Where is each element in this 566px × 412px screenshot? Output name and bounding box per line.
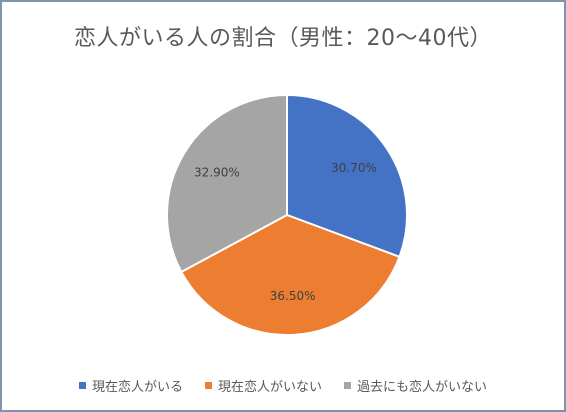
chart-title: 恋人がいる人の割合（男性：20〜40代） — [74, 26, 492, 51]
legend: 現在恋人がいる 現在恋人がいない 過去にも恋人がいない — [2, 376, 564, 395]
legend-label-3: 過去にも恋人がいない — [357, 380, 488, 395]
pie-slice-1 — [286, 93, 408, 259]
data-label-3: 32.90% — [194, 166, 240, 180]
legend-item-2: 現在恋人がいない — [204, 376, 322, 395]
data-label-2: 36.50% — [270, 289, 316, 303]
pie-chart: 30.70% 36.50% 32.90% — [166, 93, 408, 336]
pie-slice-3 — [166, 93, 288, 274]
legend-label-1: 現在恋人がいる — [91, 380, 183, 395]
legend-swatch-2 — [204, 382, 212, 389]
legend-label-2: 現在恋人がいない — [217, 380, 322, 395]
legend-swatch-1 — [78, 382, 86, 389]
pie-slice-2 — [180, 213, 401, 336]
data-label-1: 30.70% — [331, 161, 377, 175]
legend-item-3: 過去にも恋人がいない — [344, 376, 487, 395]
legend-item-1: 現在恋人がいる — [78, 376, 183, 395]
legend-swatch-3 — [344, 382, 351, 389]
